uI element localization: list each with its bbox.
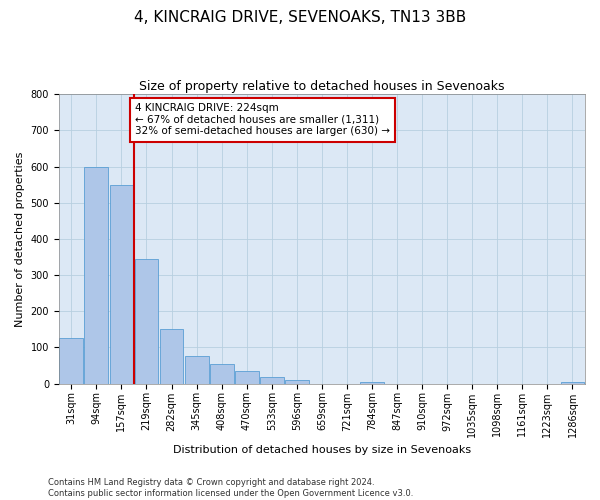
Title: Size of property relative to detached houses in Sevenoaks: Size of property relative to detached ho… bbox=[139, 80, 505, 93]
Text: 4 KINCRAIG DRIVE: 224sqm
← 67% of detached houses are smaller (1,311)
32% of sem: 4 KINCRAIG DRIVE: 224sqm ← 67% of detach… bbox=[135, 103, 390, 136]
Bar bbox=[185, 356, 209, 384]
Y-axis label: Number of detached properties: Number of detached properties bbox=[15, 151, 25, 326]
Bar bbox=[235, 371, 259, 384]
Text: 4, KINCRAIG DRIVE, SEVENOAKS, TN13 3BB: 4, KINCRAIG DRIVE, SEVENOAKS, TN13 3BB bbox=[134, 10, 466, 25]
Bar bbox=[110, 184, 133, 384]
Bar bbox=[59, 338, 83, 384]
Bar bbox=[260, 377, 284, 384]
X-axis label: Distribution of detached houses by size in Sevenoaks: Distribution of detached houses by size … bbox=[173, 445, 471, 455]
Bar bbox=[160, 330, 184, 384]
Bar bbox=[285, 380, 309, 384]
Bar bbox=[560, 382, 584, 384]
Bar bbox=[360, 382, 384, 384]
Bar bbox=[85, 166, 108, 384]
Text: Contains HM Land Registry data © Crown copyright and database right 2024.
Contai: Contains HM Land Registry data © Crown c… bbox=[48, 478, 413, 498]
Bar bbox=[210, 364, 233, 384]
Bar bbox=[134, 258, 158, 384]
